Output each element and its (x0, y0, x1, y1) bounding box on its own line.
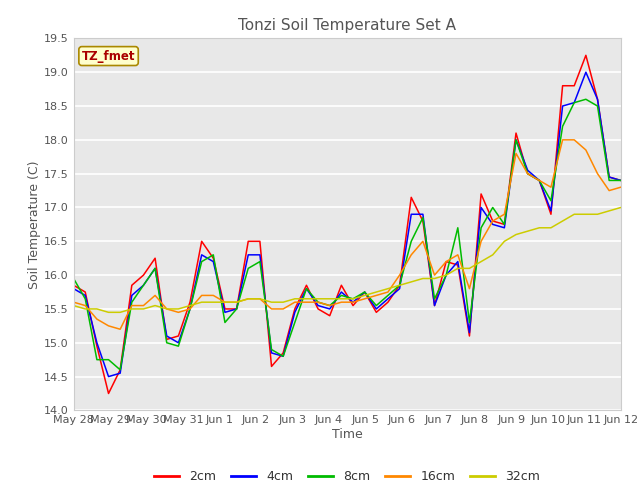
Legend: 2cm, 4cm, 8cm, 16cm, 32cm: 2cm, 4cm, 8cm, 16cm, 32cm (149, 465, 545, 480)
Text: TZ_fmet: TZ_fmet (82, 49, 135, 62)
X-axis label: Time: Time (332, 428, 363, 441)
Y-axis label: Soil Temperature (C): Soil Temperature (C) (28, 160, 41, 288)
Title: Tonzi Soil Temperature Set A: Tonzi Soil Temperature Set A (238, 18, 456, 33)
